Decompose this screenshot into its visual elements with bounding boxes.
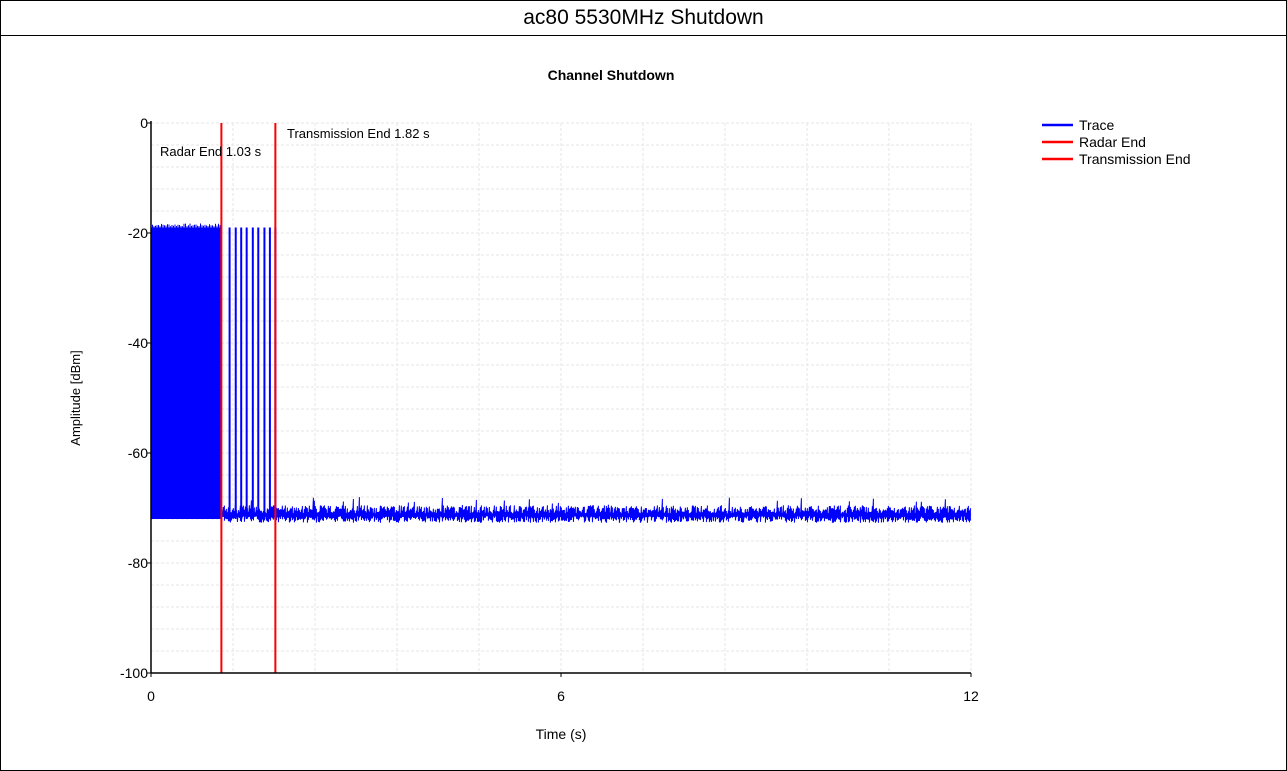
legend-label: Radar End xyxy=(1079,134,1146,150)
trace-series xyxy=(150,223,971,523)
y-tick-label: -60 xyxy=(128,445,148,461)
y-tick-label: 0 xyxy=(140,115,148,131)
y-tick-label: -100 xyxy=(120,665,148,681)
legend-label: Transmission End xyxy=(1079,151,1191,167)
ticks: 0 6 12 0 -20 -40 -60 -80 -100 xyxy=(120,115,979,704)
markers: Radar End 1.03 s Transmission End 1.82 s xyxy=(160,123,430,673)
y-tick-label: -80 xyxy=(128,555,148,571)
x-tick-label: 6 xyxy=(557,688,565,704)
page-title: ac80 5530MHz Shutdown xyxy=(1,1,1286,36)
grid xyxy=(151,122,972,673)
marker-label-radar-end: Radar End 1.03 s xyxy=(160,144,262,159)
x-tick-label: 12 xyxy=(963,688,979,704)
trace-dense-top xyxy=(150,223,221,228)
y-tick-label: -20 xyxy=(128,225,148,241)
marker-label-transmission-end: Transmission End 1.82 s xyxy=(287,126,430,141)
y-tick-label: -40 xyxy=(128,335,148,351)
trace-dense-block xyxy=(151,227,222,519)
chart-title: Channel Shutdown xyxy=(548,67,675,83)
x-axis-label: Time (s) xyxy=(536,726,587,742)
x-tick-label: 0 xyxy=(147,688,155,704)
trace-noise-floor xyxy=(220,497,971,523)
legend-label: Trace xyxy=(1079,117,1114,133)
y-axis-label: Amplitude [dBm] xyxy=(68,350,83,445)
